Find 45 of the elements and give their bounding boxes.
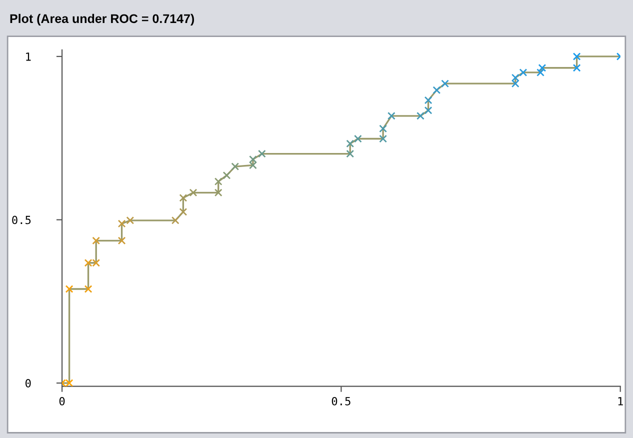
point xyxy=(92,258,100,267)
point xyxy=(92,236,100,245)
point xyxy=(346,140,354,148)
y-tick-label: 0 xyxy=(26,379,31,388)
point xyxy=(179,208,188,216)
point xyxy=(65,285,74,293)
point xyxy=(249,161,257,170)
point xyxy=(189,188,198,197)
point xyxy=(179,194,188,202)
point xyxy=(231,162,240,170)
x-tick-label: 0.5 xyxy=(332,396,350,406)
point xyxy=(214,178,222,186)
point xyxy=(424,106,432,114)
point xyxy=(538,64,546,72)
point xyxy=(171,216,180,224)
point xyxy=(346,150,354,158)
y-tick-label: 1 xyxy=(26,52,31,61)
point xyxy=(416,112,424,120)
point xyxy=(424,96,432,104)
point xyxy=(511,80,520,88)
point xyxy=(379,124,388,133)
point xyxy=(536,68,544,76)
point xyxy=(249,155,257,164)
point xyxy=(84,258,92,267)
point xyxy=(126,216,134,224)
point xyxy=(387,112,396,120)
point xyxy=(511,74,520,82)
point xyxy=(354,134,362,143)
point xyxy=(519,68,528,76)
point xyxy=(118,220,126,228)
point xyxy=(572,52,581,60)
point xyxy=(65,379,74,386)
x-tick-label: 0 xyxy=(59,396,65,406)
point xyxy=(214,188,222,197)
point xyxy=(222,171,231,180)
point xyxy=(379,134,388,143)
point xyxy=(432,86,441,94)
y-tick-label: 0.5 xyxy=(12,216,31,224)
point xyxy=(258,150,266,158)
chart-title: Plot (Area under ROC = 0.7147) xyxy=(10,14,194,26)
point xyxy=(572,64,581,72)
x-tick-label: 1 xyxy=(618,397,623,406)
point xyxy=(441,80,449,88)
point xyxy=(84,285,92,293)
point xyxy=(118,236,126,245)
